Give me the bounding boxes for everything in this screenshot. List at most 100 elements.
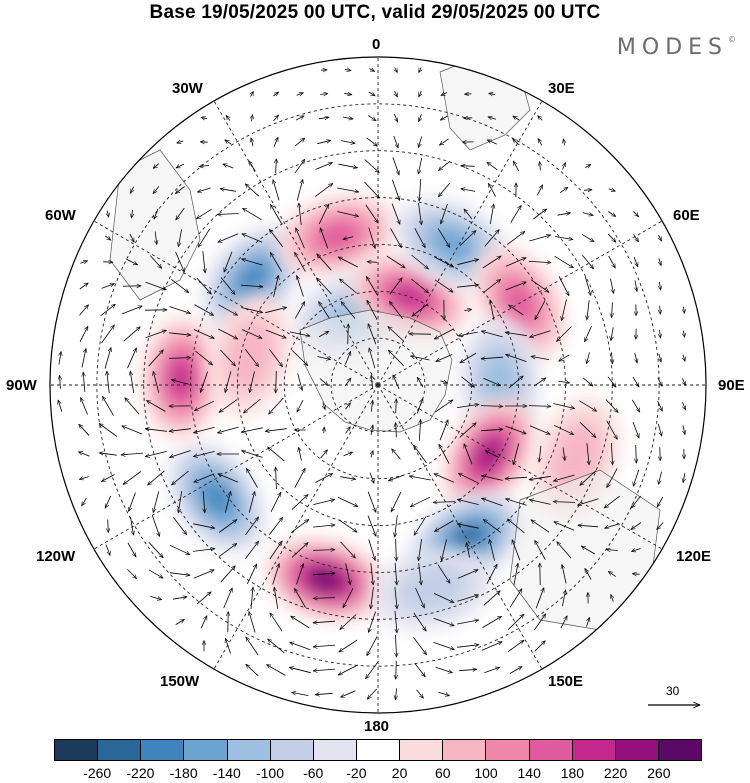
brand-logo: MODES© xyxy=(616,35,736,60)
latitude-circle xyxy=(330,337,426,433)
wind-vector xyxy=(457,569,478,579)
wind-vector xyxy=(487,162,498,171)
wind-vector xyxy=(553,474,575,481)
wind-vector xyxy=(513,116,520,121)
wind-vector xyxy=(513,139,520,146)
wind-vector xyxy=(489,539,495,561)
wind-vector xyxy=(340,541,356,558)
wind-vector xyxy=(196,592,211,605)
meridian-line xyxy=(213,384,379,670)
wind-vector xyxy=(584,568,592,580)
wind-vector xyxy=(103,396,114,416)
wind-vector xyxy=(105,544,110,556)
wind-vector xyxy=(220,566,236,583)
wind-vector xyxy=(217,426,239,433)
wind-vector xyxy=(395,610,397,633)
wind-vector xyxy=(606,468,618,487)
wind-vector xyxy=(223,588,233,609)
wind-vector xyxy=(250,371,255,392)
anomaly-contour xyxy=(392,284,428,310)
wind-vector xyxy=(273,92,278,97)
wind-vector xyxy=(553,403,574,409)
wind-vector xyxy=(244,398,261,413)
wind-vector xyxy=(148,350,164,367)
wind-vector xyxy=(273,137,279,147)
wind-vector xyxy=(682,401,685,410)
wind-vector xyxy=(533,614,545,631)
wind-vector xyxy=(458,472,479,484)
colorbar-tick-label: 180 xyxy=(560,765,585,781)
wind-vector xyxy=(482,498,503,507)
wind-vector xyxy=(632,376,639,387)
wind-vector xyxy=(101,284,115,289)
wind-vector xyxy=(248,491,255,513)
wind-vector xyxy=(530,279,549,293)
wind-vector xyxy=(171,380,189,385)
wind-vector xyxy=(296,564,304,585)
wind-vector xyxy=(273,275,279,297)
meridian-line xyxy=(377,100,543,386)
meridian-line xyxy=(377,220,663,386)
wind-vector xyxy=(218,520,237,533)
wind-vector xyxy=(340,476,355,480)
wind-vector xyxy=(289,331,310,336)
wind-vector xyxy=(633,234,639,241)
wind-vector xyxy=(540,162,541,171)
wind-vector xyxy=(225,140,232,145)
wind-vector xyxy=(155,231,157,245)
wind-vector xyxy=(537,185,543,196)
wind-vector xyxy=(368,324,377,345)
colorbar-tick-label: 100 xyxy=(474,765,498,781)
colorbar-swatch xyxy=(572,740,616,760)
wind-vector xyxy=(295,115,304,121)
wind-vector xyxy=(299,447,302,461)
wind-vector xyxy=(557,542,572,559)
wind-vector xyxy=(632,549,641,552)
wind-vector xyxy=(364,181,380,198)
wind-vector xyxy=(411,278,428,293)
wind-vector xyxy=(389,278,402,295)
wind-vector xyxy=(196,208,212,219)
wind-vector xyxy=(418,539,422,561)
colorbar-swatch xyxy=(184,740,228,760)
wind-vector xyxy=(607,376,616,387)
wind-vector xyxy=(153,491,160,512)
wind-vector xyxy=(488,183,496,197)
wind-vector xyxy=(507,640,524,653)
wind-vector xyxy=(392,449,401,460)
wind-vector xyxy=(170,450,191,458)
wind-vector xyxy=(153,186,160,193)
wind-vector xyxy=(513,563,518,585)
wind-vector xyxy=(683,473,685,482)
wind-vector xyxy=(635,280,637,292)
wind-vector xyxy=(314,183,333,197)
wind-vector xyxy=(343,452,353,457)
wind-vector xyxy=(464,444,473,465)
wind-vector xyxy=(433,593,454,603)
wind-vector xyxy=(246,637,259,656)
wind-vector xyxy=(395,562,397,585)
wind-vector xyxy=(367,491,376,513)
wind-vector xyxy=(129,186,133,194)
colorbar-swatch xyxy=(141,740,185,760)
colorbar-tick-label: 220 xyxy=(603,765,628,781)
wind-vector xyxy=(529,235,550,242)
wind-vector xyxy=(318,117,329,119)
wind-vector xyxy=(457,595,479,602)
wind-vector xyxy=(249,612,256,633)
wind-vector xyxy=(147,401,166,412)
colorbar-tick-label: 60 xyxy=(435,765,451,781)
wind-vector xyxy=(202,251,205,273)
wind-vector xyxy=(81,398,88,415)
wind-vector xyxy=(633,469,640,486)
map-title: Base 19/05/2025 00 UTC, valid 29/05/2025… xyxy=(149,2,601,23)
colorbar-tick-label: 140 xyxy=(517,765,541,781)
wind-vector xyxy=(252,115,253,122)
wind-vector xyxy=(553,424,574,436)
wind-vector xyxy=(483,279,500,294)
wind-vector xyxy=(294,302,305,319)
wind-vector xyxy=(107,210,108,217)
wind-vector xyxy=(512,161,520,172)
wind-vector xyxy=(79,477,89,480)
wind-vector xyxy=(439,420,448,441)
